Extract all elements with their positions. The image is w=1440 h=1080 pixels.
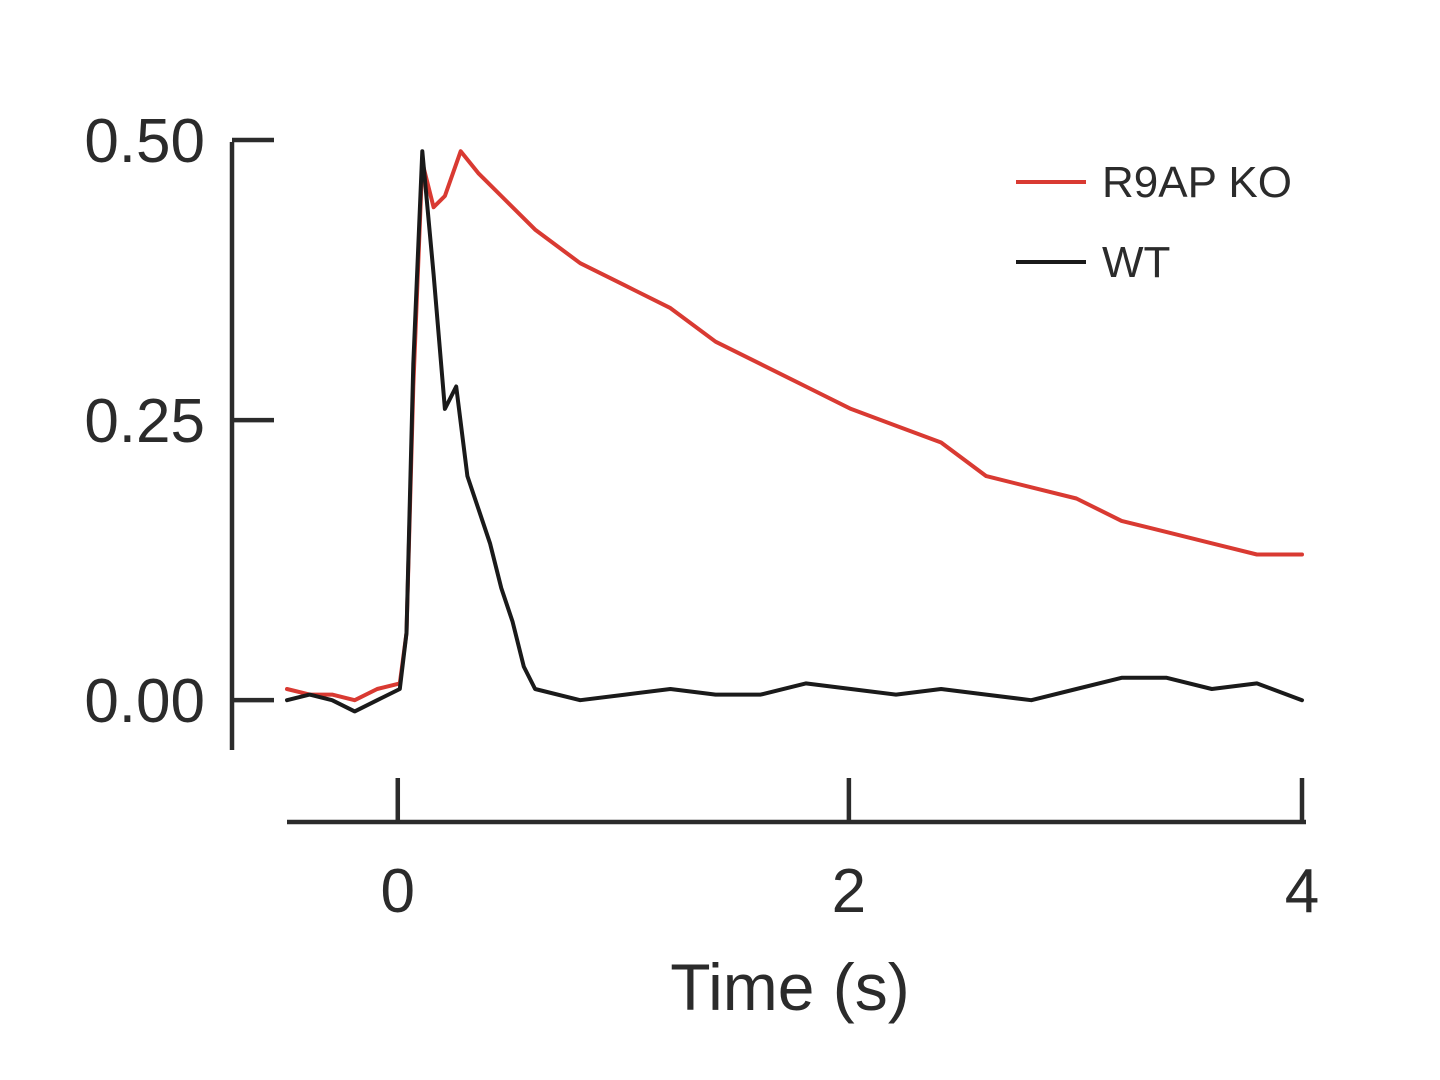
x-tick-label-1: 2 [832,857,866,926]
series-line-0 [285,149,1304,703]
legend-label-0: R9AP KO [1102,158,1292,207]
legend-label-1: WT [1102,238,1170,287]
y-ticks: 0.00 0.25 0.50 [84,107,274,736]
legend: R9AP KO WT [1016,158,1292,287]
x-axis-title: Time (s) [670,950,910,1024]
x-ticks: 0 2 4 [381,778,1319,926]
series-line-1 [285,149,1304,714]
x-tick-label-0: 0 [381,857,415,926]
y-tick-label-1: 0.25 [84,387,205,456]
y-tick-label-0: 0.00 [84,667,205,736]
series-layer [285,149,1304,714]
y-tick-label-2: 0.50 [84,107,205,176]
x-tick-label-2: 4 [1285,857,1319,926]
